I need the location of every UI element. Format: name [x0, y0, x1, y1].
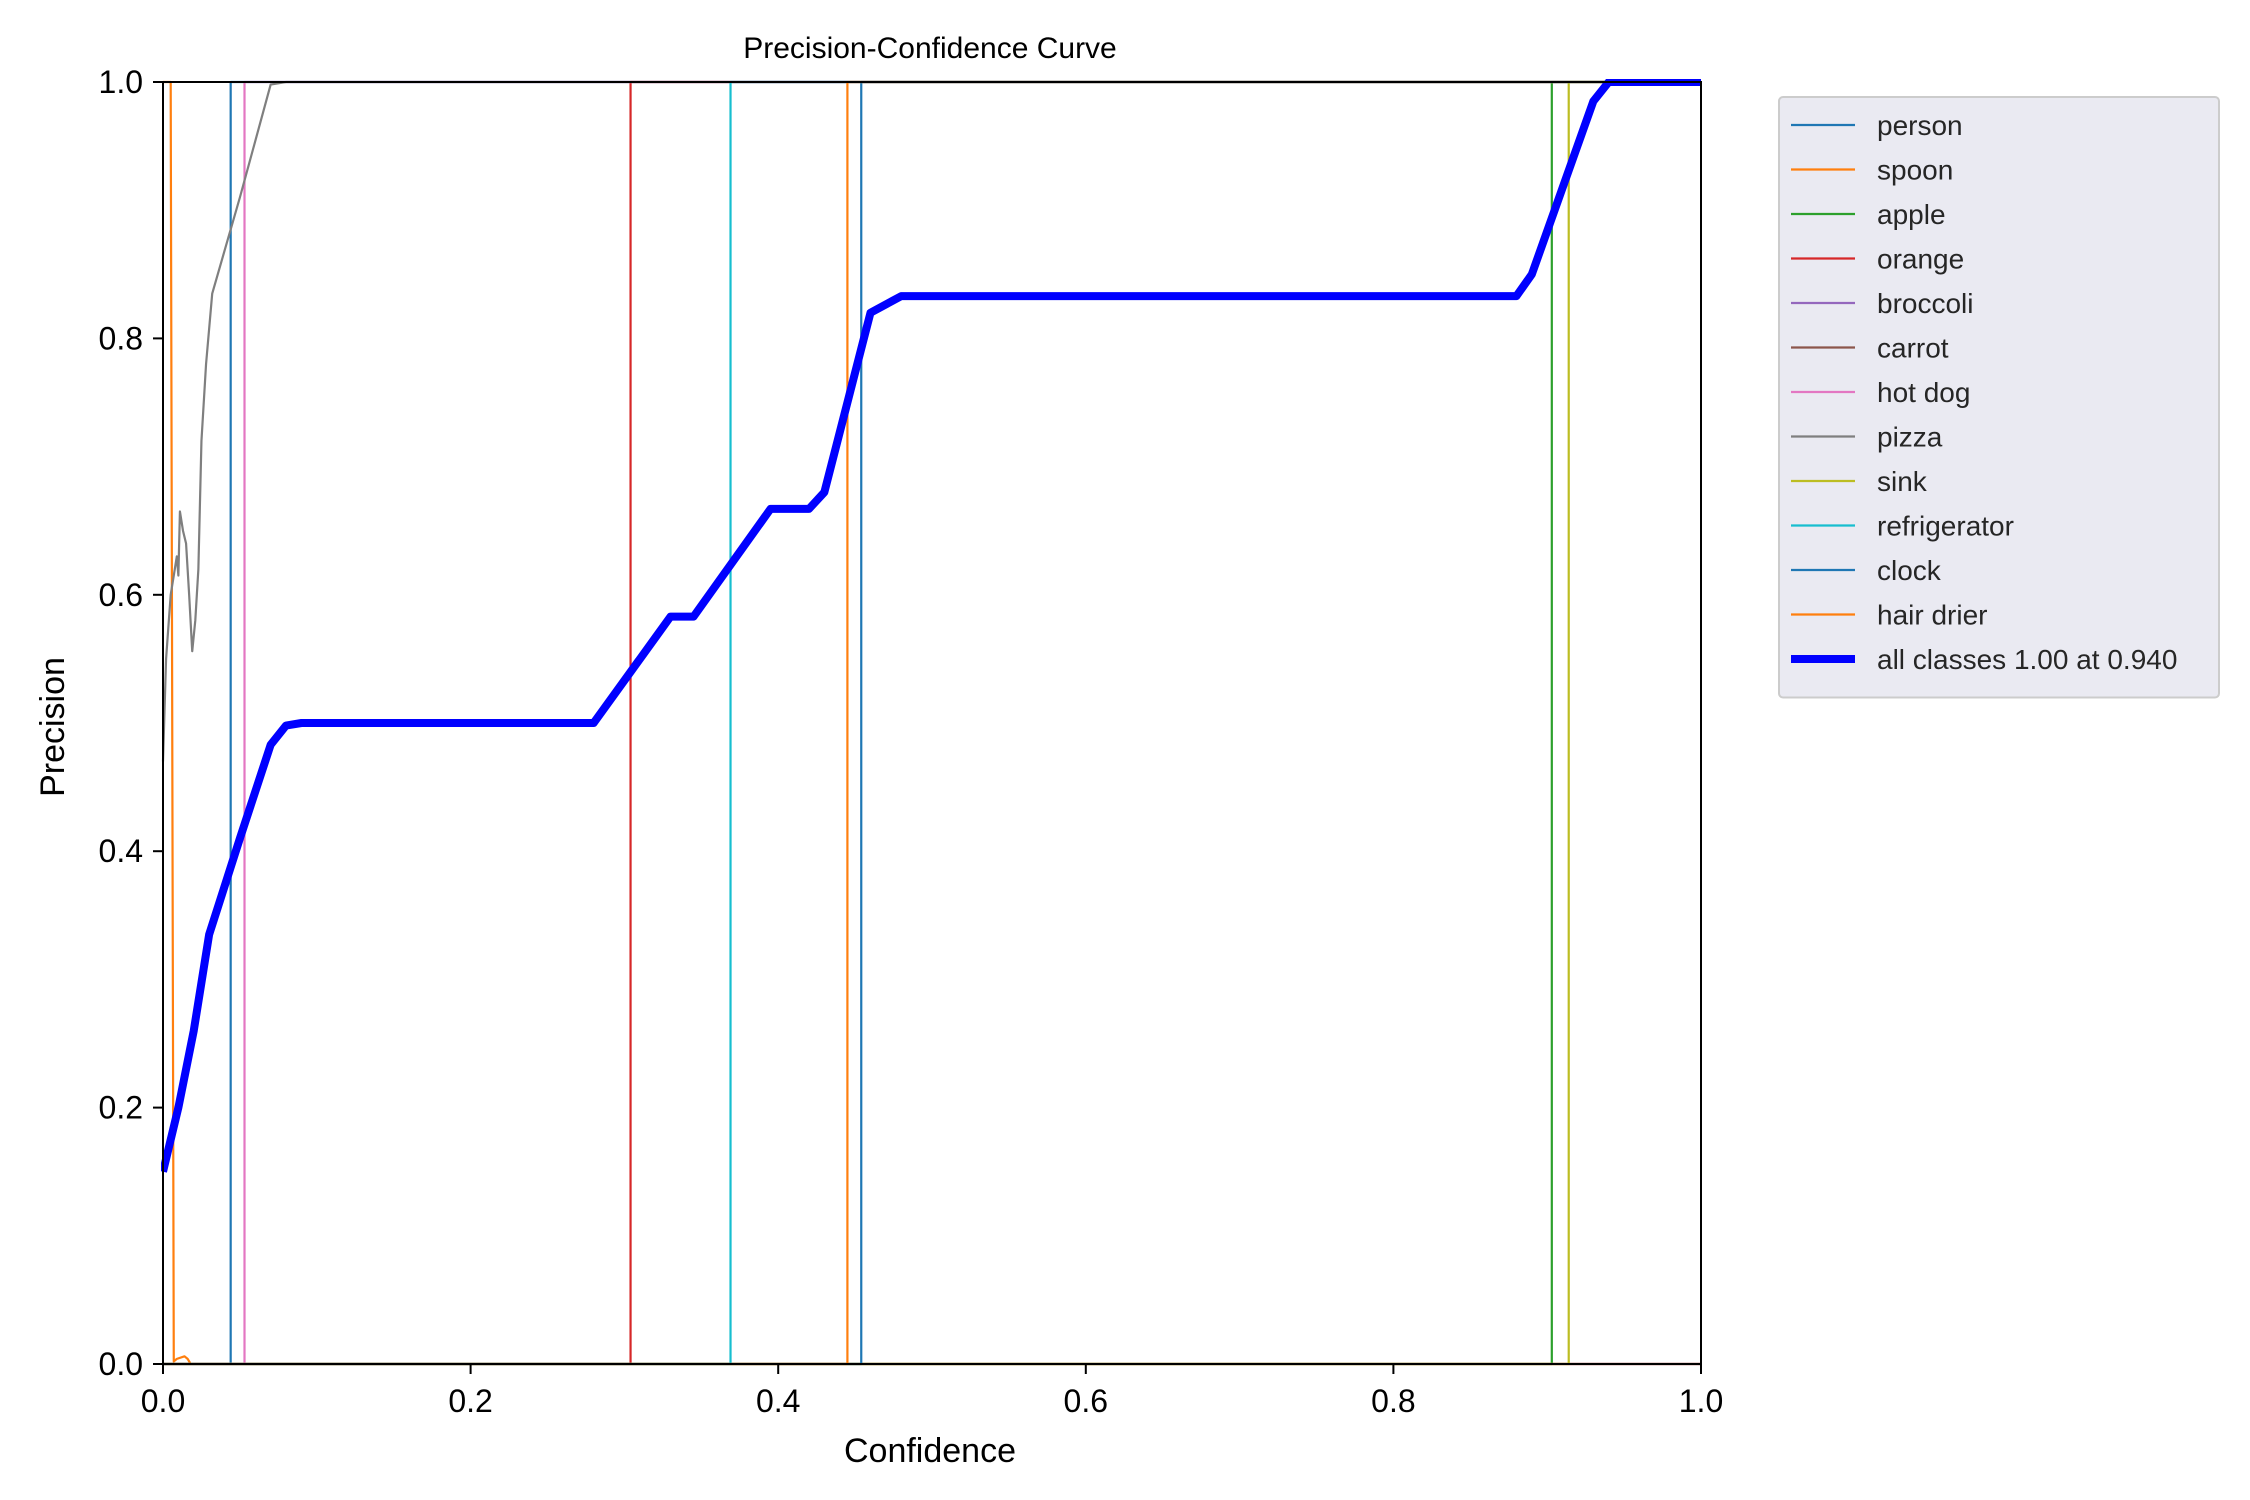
legend-label: pizza [1877, 422, 1943, 453]
legend-item-clock: clock [1791, 555, 1942, 586]
legend-box [1778, 96, 2220, 699]
legend-item-all-classes-1-00-at-0-940: all classes 1.00 at 0.940 [1791, 644, 2177, 675]
chart-title: Precision-Confidence Curve [743, 32, 1117, 65]
x-tick-label: 0.2 [448, 1383, 492, 1419]
legend-item-broccoli: broccoli [1791, 288, 1973, 319]
legend-label: person [1877, 110, 1963, 141]
x-axis: 0.0 0.2 0.4 0.6 0.8 1.0 [141, 1364, 1723, 1419]
legend-label: orange [1877, 244, 1964, 275]
legend-label: apple [1877, 199, 1946, 230]
x-tick-label: 0.8 [1371, 1383, 1415, 1419]
legend-item-carrot: carrot [1791, 333, 1949, 364]
legend-label: broccoli [1877, 288, 1973, 319]
y-tick-label: 0.0 [99, 1346, 143, 1382]
legend-item-orange: orange [1791, 244, 1964, 275]
legend-label: hot dog [1877, 377, 1970, 408]
legend-item-apple: apple [1791, 199, 1946, 230]
y-tick-label: 0.8 [99, 320, 143, 356]
legend-label: all classes 1.00 at 0.940 [1877, 644, 2177, 675]
x-tick-label: 0.6 [1064, 1383, 1108, 1419]
y-tick-label: 0.4 [99, 833, 143, 869]
legend-item-pizza: pizza [1791, 422, 1943, 453]
legend-label: hair drier [1877, 600, 1987, 631]
legend-item-hair-drier: hair drier [1791, 600, 1987, 631]
legend-label: refrigerator [1877, 511, 2014, 542]
x-tick-label: 1.0 [1679, 1383, 1723, 1419]
x-tick-label: 0.0 [141, 1383, 185, 1419]
y-tick-label: 0.2 [99, 1090, 143, 1126]
legend-item-refrigerator: refrigerator [1791, 511, 2014, 542]
series-line-all-classes-1-00-at-0-940 [161, 79, 1701, 1173]
series-line-pizza [161, 80, 1701, 762]
y-tick-label: 1.0 [99, 64, 143, 100]
y-tick-label: 0.6 [99, 577, 143, 613]
legend-label: spoon [1877, 155, 1953, 186]
legend-item-person: person [1791, 110, 1963, 141]
y-axis: 0.0 0.2 0.4 0.6 0.8 1.0 [99, 64, 163, 1382]
x-axis-label: Confidence [844, 1432, 1016, 1470]
x-tick-label: 0.4 [756, 1383, 800, 1419]
legend-label: clock [1877, 555, 1942, 586]
legend-label: carrot [1877, 333, 1949, 364]
legend-item-sink: sink [1791, 466, 1928, 497]
plot-frame [162, 81, 1702, 1365]
legend: person spoon apple orange broccoli carrot hot … [1778, 96, 2220, 699]
legend-item-spoon: spoon [1791, 155, 1953, 186]
legend-label: sink [1877, 466, 1928, 497]
legend-item-hot-dog: hot dog [1791, 377, 1970, 408]
y-axis-label: Precision [34, 657, 72, 797]
